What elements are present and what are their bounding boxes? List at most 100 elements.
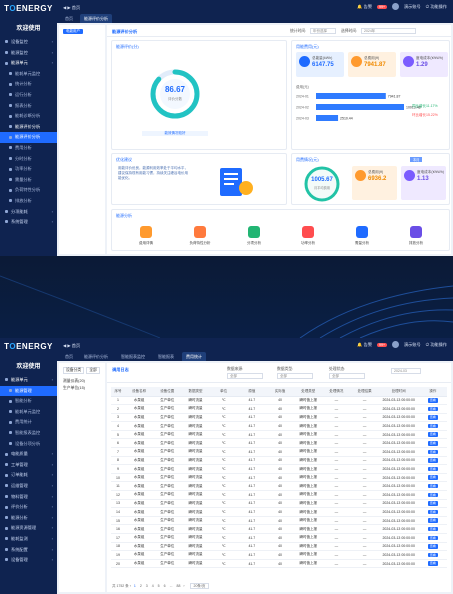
sidebar-item[interactable]: 运行分析 [0, 90, 57, 101]
view-button[interactable]: 查看 [427, 441, 438, 446]
view-button[interactable]: 查看 [427, 406, 438, 412]
sidebar-item[interactable]: 能源监控 › [0, 48, 57, 59]
sidebar-item[interactable]: 能源评价分析 [0, 132, 57, 143]
page-number[interactable]: 5 [157, 584, 160, 588]
sidebar-item[interactable]: 能源单元 › [0, 58, 57, 69]
tab-item[interactable]: 首页 [65, 16, 73, 21]
export-button[interactable]: 能源评价导出 [425, 27, 451, 34]
sidebar-item[interactable]: 需量分析 [0, 175, 57, 186]
sidebar-item[interactable]: 能耗单元监控 [0, 69, 57, 80]
view-button[interactable]: 查看 [427, 483, 438, 489]
service-item[interactable]: 功率分析 [294, 226, 322, 246]
sidebar-item[interactable]: 能源单元 › [0, 375, 57, 386]
service-item[interactable]: 负荷特性分析 [186, 226, 214, 246]
sidebar-item[interactable]: 设备监控 › [0, 37, 57, 48]
view-button[interactable]: 查看 [427, 501, 438, 506]
view-button[interactable]: 查看 [427, 398, 438, 403]
service-item[interactable]: 费用详情 [132, 226, 160, 246]
sidebar-item[interactable]: 设备管理 › [0, 555, 57, 566]
sidebar-item[interactable]: 设备分项分析 [0, 439, 57, 450]
prev-page-icon[interactable]: ‹ [128, 584, 132, 588]
sidebar-item[interactable]: 系统配置 › [0, 545, 57, 556]
view-button[interactable]: 查看 [427, 535, 438, 541]
page-number[interactable]: 6 [163, 584, 166, 588]
view-button[interactable]: 查看 [427, 561, 438, 566]
view-button[interactable]: 查看 [427, 432, 438, 437]
source-select[interactable]: 全部 [227, 373, 263, 379]
avatar[interactable] [391, 341, 399, 348]
avatar[interactable] [391, 3, 399, 10]
view-button[interactable]: 查看 [427, 518, 438, 523]
view-button[interactable]: 查看 [427, 509, 438, 515]
view-button[interactable]: 查看 [427, 415, 438, 420]
page-number[interactable]: ... [169, 584, 173, 588]
month-picker[interactable]: 2024-03 [391, 368, 421, 374]
sidebar-item[interactable]: 报表分析 [0, 101, 57, 112]
view-button[interactable]: 查看 [427, 449, 438, 455]
period-tag[interactable]: 本月 [410, 157, 423, 162]
type-select[interactable]: 全部 [277, 373, 313, 379]
page-number[interactable]: 1 [133, 584, 136, 588]
tree-node-tag[interactable]: 电能用户 [63, 29, 83, 34]
sidebar-item[interactable]: 能源管理 [0, 385, 57, 397]
tree-filter-all[interactable]: 全部 [86, 367, 100, 374]
page-number[interactable]: 3 [145, 584, 148, 588]
service-item[interactable]: 分项分析 [240, 226, 268, 246]
sidebar-item[interactable]: 智能报表监控 [0, 428, 57, 439]
view-button[interactable]: 查看 [427, 475, 438, 480]
sidebar-item[interactable]: 系统管理 › [0, 217, 57, 228]
sidebar-item[interactable]: 费用分析 [0, 143, 57, 154]
sidebar-item[interactable]: 能源分析 › [0, 513, 57, 524]
sidebar-item[interactable]: 能耗诊断分析 [0, 111, 57, 122]
sidebar-item[interactable]: 负荷特性分析 [0, 185, 57, 196]
service-item[interactable]: 排放分析 [402, 226, 430, 246]
alarm-link[interactable]: 🔔 告警 [357, 3, 373, 9]
sidebar-item[interactable]: 排放分析 [0, 196, 57, 207]
sidebar-item[interactable]: 能源评价分析 [0, 122, 57, 133]
tab-item[interactable]: 智能报表 [158, 354, 174, 359]
view-button[interactable]: 查看 [427, 492, 438, 498]
sidebar-item[interactable]: 订单能耗 › [0, 470, 57, 481]
view-button[interactable]: 查看 [427, 458, 438, 463]
sidebar-item[interactable]: 费用统计 [0, 417, 57, 428]
sidebar-item[interactable]: 运维管理 › [0, 481, 57, 492]
breadcrumb[interactable]: ◀ ▶ 首页 [63, 4, 81, 10]
function-menu[interactable]: ⏻ 功能操作 [425, 341, 447, 347]
page-number[interactable]: 88 [176, 584, 181, 588]
date-picker[interactable]: 2024年 [361, 27, 416, 34]
sidebar-item[interactable]: 能耗单元监控 [0, 407, 57, 418]
sidebar-item[interactable]: 统计分析 [0, 79, 57, 90]
tab-item[interactable]: 能源评价分析 [84, 354, 108, 359]
page-number[interactable]: 4 [151, 584, 154, 588]
alarm-link[interactable]: 🔔 告警 [357, 341, 373, 347]
next-page-icon[interactable]: › [182, 584, 186, 588]
view-button[interactable]: 查看 [427, 544, 438, 549]
tree-node[interactable]: 生产单位(15) [63, 386, 85, 390]
query-button[interactable]: 查询 [427, 368, 449, 374]
tree-filter-category[interactable]: 设备分类 [63, 367, 85, 374]
tree-node[interactable]: 测量仪表(20) [63, 379, 85, 383]
sidebar-item[interactable]: 智能分析 [0, 396, 57, 407]
sidebar-item[interactable]: 能源资源管理 › [0, 523, 57, 534]
sidebar-item[interactable]: 评价分析 › [0, 502, 57, 513]
view-button[interactable]: 查看 [427, 526, 438, 532]
sidebar-item[interactable]: 能耗监测 › [0, 534, 57, 545]
page-number[interactable]: 2 [139, 584, 142, 588]
tab-item[interactable]: 费用统计 [182, 352, 206, 361]
tab-item[interactable]: 能源评价分析 [80, 14, 112, 23]
page-size-select[interactable]: 20条/页 [189, 583, 210, 589]
sidebar-item[interactable]: 物料管理 › [0, 492, 57, 503]
sidebar-item[interactable]: 分项能耗 › [0, 207, 57, 218]
sidebar-item[interactable]: 电能质量 › [0, 449, 57, 460]
view-button[interactable]: 查看 [427, 466, 438, 472]
tab-item[interactable]: 首页 [65, 354, 73, 359]
breadcrumb[interactable]: ◀ ▶ 首页 [63, 342, 81, 348]
view-button[interactable]: 查看 [427, 552, 438, 558]
service-item[interactable]: 需量分析 [348, 226, 376, 246]
sidebar-item[interactable]: 功率分析 [0, 164, 57, 175]
function-menu[interactable]: ⏻ 功能操作 [425, 3, 447, 9]
sidebar-item[interactable]: 分时分析 [0, 154, 57, 165]
tab-item[interactable]: 智能报表监控 [121, 354, 145, 359]
year-select[interactable]: 年份选择 [310, 27, 336, 34]
status-select[interactable]: 全部 [329, 373, 365, 379]
